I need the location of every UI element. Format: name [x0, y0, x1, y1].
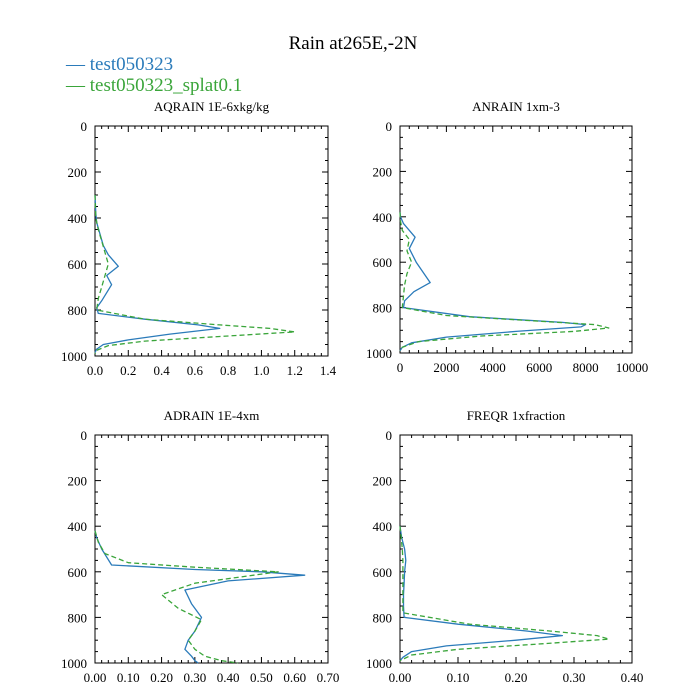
- x-tick-label: 0.40: [217, 670, 240, 685]
- y-tick-label: 1000: [366, 656, 392, 671]
- series-line-test050323-splat: [399, 212, 610, 352]
- x-tick-label: 8000: [573, 360, 599, 375]
- series-line-test050323-splat: [94, 530, 279, 664]
- x-tick-label: 0.4: [153, 363, 170, 378]
- panel-title: FREQR 1xfraction: [467, 408, 566, 423]
- y-tick-label: 600: [68, 565, 88, 580]
- plot-frame: [94, 434, 329, 664]
- x-tick-label: 0.00: [389, 670, 412, 685]
- figure-title: Rain at265E,-2N: [289, 33, 418, 54]
- legend: — test050323 — test050323_splat0.1: [65, 54, 242, 96]
- x-tick-label: 0.0: [87, 363, 103, 378]
- x-tick-label: 0.6: [187, 363, 204, 378]
- x-tick-label: 0.10: [447, 670, 470, 685]
- y-tick-label: 200: [373, 164, 393, 179]
- y-tick-label: 600: [373, 255, 393, 270]
- y-tick-label: 1000: [61, 656, 87, 671]
- x-tick-label: 1.4: [320, 363, 337, 378]
- x-tick-label: 0.30: [183, 670, 206, 685]
- panel-title: AQRAIN 1E-6xkg/kg: [154, 99, 270, 114]
- x-tick-label: 1.2: [287, 363, 303, 378]
- panel-freqr: FREQR 1xfraction 0.00 0.10 0.20 0.30 0.40 0 200…: [366, 408, 643, 685]
- y-tick-label: 400: [68, 519, 88, 534]
- series-line-test050323: [399, 526, 564, 662]
- plot-frame: [399, 434, 633, 664]
- panel-title: ANRAIN 1xm-3: [472, 99, 560, 114]
- y-tick-label: 200: [68, 474, 88, 489]
- x-tick-label: 0.60: [283, 670, 306, 685]
- x-tick-label: 0.10: [117, 670, 140, 685]
- x-tick-label: 0.30: [563, 670, 586, 685]
- y-tick-label: 200: [373, 474, 393, 489]
- y-tick-label: 600: [68, 257, 88, 272]
- y-tick-label: 0: [386, 119, 393, 134]
- y-tick-label: 0: [81, 119, 88, 134]
- y-tick-label: 400: [68, 211, 88, 226]
- x-tick-label: 2000: [433, 360, 459, 375]
- series-line-test050323-splat: [94, 194, 296, 354]
- x-tick-label: 1.0: [253, 363, 269, 378]
- y-tick-label: 1000: [61, 349, 87, 364]
- y-tick-label: 0: [81, 428, 88, 443]
- panel-anrain: ANRAIN 1xm-3 0 2000 4000 6000 8000 10000 0 200 40…: [366, 99, 648, 375]
- x-tick-label: 0.20: [150, 670, 173, 685]
- x-tick-label: 0.40: [621, 670, 644, 685]
- x-tick-label: 6000: [526, 360, 552, 375]
- x-tick-label: 0: [397, 360, 404, 375]
- x-tick-label: 10000: [616, 360, 649, 375]
- plot-frame: [94, 125, 329, 357]
- y-tick-label: 200: [68, 165, 88, 180]
- legend-entry-test050323-splat: — test050323_splat0.1: [65, 75, 242, 96]
- x-tick-label: 0.2: [120, 363, 136, 378]
- panel-title: ADRAIN 1E-4xm: [164, 408, 260, 423]
- series-line-test050323-splat: [399, 526, 610, 662]
- legend-entry-test050323: — test050323: [65, 54, 173, 75]
- y-tick-label: 400: [373, 519, 393, 534]
- x-tick-label: 0.00: [84, 670, 107, 685]
- series-line-test050323: [94, 194, 221, 353]
- y-tick-label: 800: [68, 303, 88, 318]
- y-tick-label: 800: [373, 301, 393, 316]
- panel-aqrain: AQRAIN 1E-6xkg/kg 0.0 0.2 0.4 0.6 0.8 1.0 1.2 1.…: [61, 99, 337, 378]
- series-line-test050323: [399, 212, 587, 352]
- y-tick-label: 0: [386, 428, 393, 443]
- x-tick-label: 4000: [480, 360, 506, 375]
- y-tick-label: 800: [68, 610, 88, 625]
- y-tick-label: 600: [373, 565, 393, 580]
- y-tick-label: 800: [373, 610, 393, 625]
- series-line-test050323: [94, 530, 306, 664]
- y-tick-label: 400: [373, 210, 393, 225]
- x-tick-label: 0.20: [505, 670, 528, 685]
- panel-adrain: ADRAIN 1E-4xm 0.00 0.10 0.20 0.30 0.40 0.50 0.6…: [61, 408, 339, 685]
- x-tick-label: 0.50: [250, 670, 273, 685]
- x-tick-label: 0.8: [220, 363, 236, 378]
- x-tick-label: 0.70: [317, 670, 340, 685]
- y-tick-label: 1000: [366, 346, 392, 361]
